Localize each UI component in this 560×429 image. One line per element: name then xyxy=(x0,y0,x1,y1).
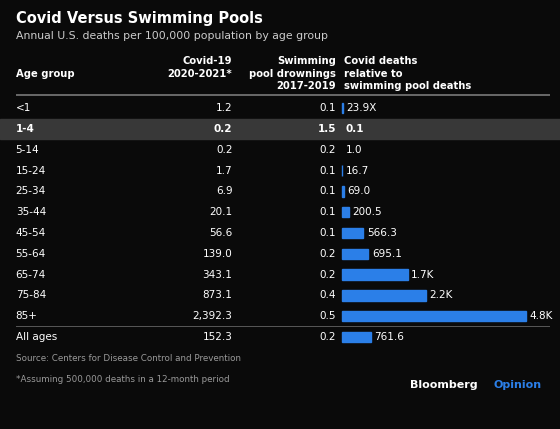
Text: *Assuming 500,000 deaths in a 12-month period: *Assuming 500,000 deaths in a 12-month p… xyxy=(16,375,229,384)
Text: 35-44: 35-44 xyxy=(16,207,46,217)
Text: 0.1: 0.1 xyxy=(320,207,336,217)
Text: 0.2: 0.2 xyxy=(320,249,336,259)
Text: <1: <1 xyxy=(16,103,31,113)
Text: 2,392.3: 2,392.3 xyxy=(193,311,232,321)
Text: 0.1: 0.1 xyxy=(320,166,336,175)
Text: 1.7: 1.7 xyxy=(216,166,232,175)
Text: 200.5: 200.5 xyxy=(353,207,382,217)
Text: Annual U.S. deaths per 100,000 population by age group: Annual U.S. deaths per 100,000 populatio… xyxy=(16,31,328,41)
Text: 6.9: 6.9 xyxy=(216,187,232,196)
Text: 1-4: 1-4 xyxy=(16,124,35,134)
Text: 0.2: 0.2 xyxy=(320,332,336,342)
Text: Swimming
pool drownings
2017-2019: Swimming pool drownings 2017-2019 xyxy=(249,56,336,91)
Text: 1.2: 1.2 xyxy=(216,103,232,113)
Text: 65-74: 65-74 xyxy=(16,270,46,280)
Text: 695.1: 695.1 xyxy=(372,249,402,259)
Text: 1.7K: 1.7K xyxy=(411,270,435,280)
Text: 45-54: 45-54 xyxy=(16,228,46,238)
Text: 873.1: 873.1 xyxy=(203,290,232,300)
Text: Age group: Age group xyxy=(16,69,74,79)
Text: 0.4: 0.4 xyxy=(320,290,336,300)
Text: 0.1: 0.1 xyxy=(320,187,336,196)
Text: Covid Versus Swimming Pools: Covid Versus Swimming Pools xyxy=(16,11,263,26)
Text: 0.2: 0.2 xyxy=(216,145,232,155)
Text: 1.5: 1.5 xyxy=(318,124,336,134)
Text: 152.3: 152.3 xyxy=(203,332,232,342)
Text: Opinion: Opinion xyxy=(494,380,542,390)
Text: 139.0: 139.0 xyxy=(203,249,232,259)
Text: 16.7: 16.7 xyxy=(346,166,369,175)
Text: 4.8K: 4.8K xyxy=(530,311,553,321)
Text: 25-34: 25-34 xyxy=(16,187,46,196)
Text: Covid deaths
relative to
swimming pool deaths: Covid deaths relative to swimming pool d… xyxy=(344,56,472,91)
Text: 56.6: 56.6 xyxy=(209,228,232,238)
Text: 69.0: 69.0 xyxy=(348,187,371,196)
Text: 761.6: 761.6 xyxy=(375,332,404,342)
Text: 0.2: 0.2 xyxy=(214,124,232,134)
Text: Bloomberg: Bloomberg xyxy=(410,380,478,390)
Text: 343.1: 343.1 xyxy=(203,270,232,280)
Text: Covid-19
2020-2021*: Covid-19 2020-2021* xyxy=(167,56,232,79)
Text: 15-24: 15-24 xyxy=(16,166,46,175)
Text: 1.0: 1.0 xyxy=(346,145,362,155)
Text: 0.2: 0.2 xyxy=(320,145,336,155)
Text: 85+: 85+ xyxy=(16,311,38,321)
Text: 2.2K: 2.2K xyxy=(429,290,452,300)
Text: 0.5: 0.5 xyxy=(320,311,336,321)
Text: 0.1: 0.1 xyxy=(320,103,336,113)
Text: 0.1: 0.1 xyxy=(320,228,336,238)
Text: All ages: All ages xyxy=(16,332,57,342)
Text: 20.1: 20.1 xyxy=(209,207,232,217)
Text: 23.9X: 23.9X xyxy=(346,103,376,113)
Text: 0.2: 0.2 xyxy=(320,270,336,280)
Text: 55-64: 55-64 xyxy=(16,249,46,259)
Text: 5-14: 5-14 xyxy=(16,145,39,155)
Text: Source: Centers for Disease Control and Prevention: Source: Centers for Disease Control and … xyxy=(16,354,241,363)
Text: 75-84: 75-84 xyxy=(16,290,46,300)
Text: 0.1: 0.1 xyxy=(346,124,364,134)
Text: 566.3: 566.3 xyxy=(367,228,396,238)
